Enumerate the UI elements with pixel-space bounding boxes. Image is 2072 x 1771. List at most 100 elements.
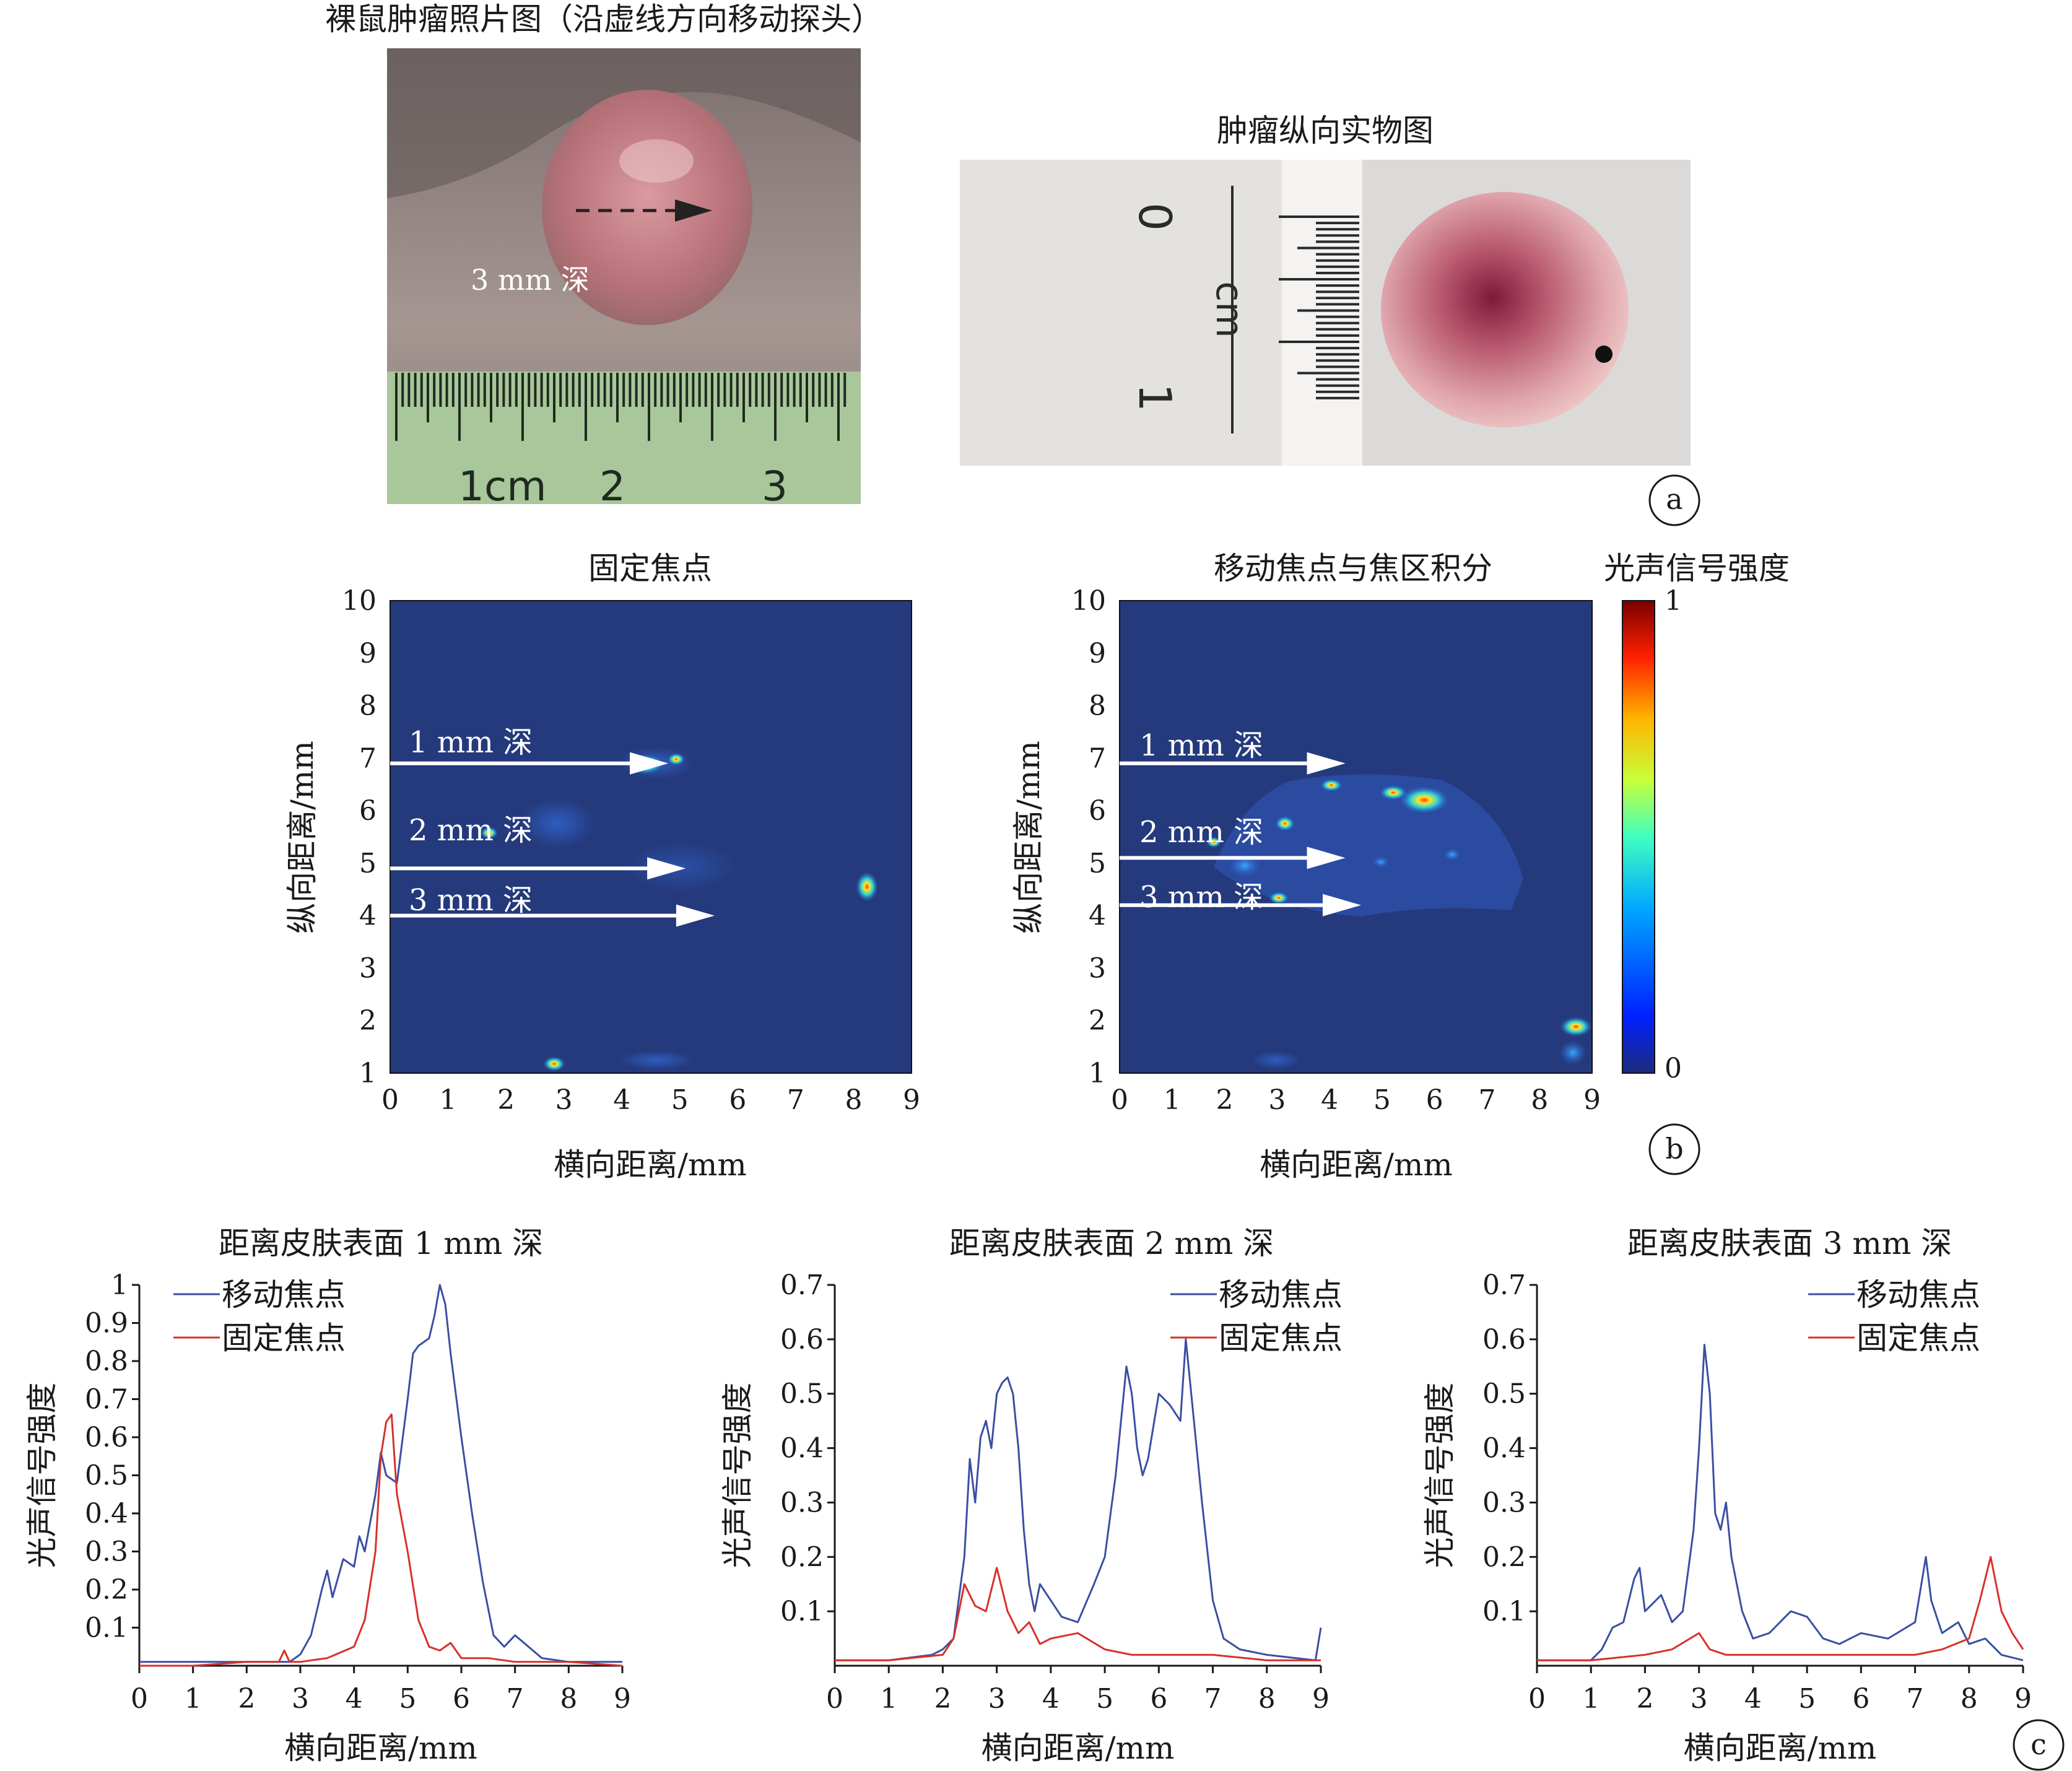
x-tick-label: 8 (1961, 1683, 1978, 1715)
x-tick-label: 4 (1744, 1683, 1762, 1715)
map1-xtick: 3 (555, 1084, 573, 1116)
y-tick-label: 0.6 (85, 1422, 128, 1453)
line-plot-title: 距离皮肤表面 3 mm 深 (1627, 1225, 1952, 1261)
y-tick-label: 0.2 (1482, 1541, 1526, 1573)
panel-c-label: c (2031, 1728, 2047, 1761)
moving-focus-map: 移动焦点与焦区积分 1 mm 深 2 mm 深 3 mm 深 (1011, 550, 1601, 1183)
y-tick-label: 0.4 (780, 1433, 824, 1464)
map2-arrow-head (1307, 752, 1346, 775)
x-tick-label: 6 (1852, 1683, 1870, 1715)
x-tick-label: 0 (1528, 1683, 1546, 1715)
photo1-title: 裸鼠肿瘤照片图（沿虚线方向移动探头） (325, 1, 882, 37)
fixed-focus-map: 固定焦点 1 mm 深 2 mm 深 3 mm 深 0 1 2 3 4 5 6 7 8 91234… (284, 550, 920, 1183)
y-tick-label: 0.8 (85, 1346, 128, 1377)
ruler1-label-1cm: 1cm (458, 463, 547, 510)
map2-ytick: 10 (1071, 585, 1106, 617)
legend-label: 移动焦点 (1219, 1277, 1343, 1313)
map2-arrow-head (1322, 894, 1361, 916)
map1-ytick: 1 (359, 1058, 377, 1089)
map1-xtick: 8 (845, 1084, 862, 1116)
y-tick-label: 0.4 (85, 1498, 128, 1530)
map2-ytick: 6 (1089, 795, 1106, 827)
x-tick-label: 9 (2014, 1683, 2032, 1715)
legend-label: 固定焦点 (1219, 1320, 1343, 1356)
map1-title: 固定焦点 (588, 550, 712, 586)
line-plot-xlabel: 横向距离/mm (982, 1730, 1175, 1766)
x-tick-label: 2 (934, 1683, 951, 1715)
x-tick-label: 1 (185, 1683, 202, 1715)
map2-ytick: 9 (1089, 638, 1106, 669)
photo1-depth-label: 3 mm 深 (471, 263, 590, 297)
map2-xtick: 3 (1268, 1084, 1286, 1116)
map1-ytick: 10 (342, 585, 377, 617)
x-tick-label: 5 (1798, 1683, 1816, 1715)
ruler2-label-0: 0 (1129, 202, 1181, 231)
line-plot-xlabel: 横向距离/mm (1684, 1730, 1877, 1766)
x-tick-label: 0 (826, 1683, 843, 1715)
map2-ytick: 7 (1089, 742, 1106, 774)
y-tick-label: 0.6 (780, 1324, 824, 1355)
map1-ytick: 8 (359, 690, 377, 722)
ruler2-label-1: 1 (1129, 383, 1181, 412)
map1-ytick: 6 (359, 795, 377, 827)
map2-xlabel: 横向距离/mm (1260, 1147, 1453, 1183)
map1-background (390, 601, 912, 1073)
legend-label: 固定焦点 (1857, 1320, 1980, 1356)
line-plot-2: 距离皮肤表面 2 mm 深 0 1 2 3 4 5 6 7 8 9 0.1 0.2 0.3 0.4 0.5 0.… (720, 1225, 1343, 1766)
map1-xtick: 2 (497, 1084, 515, 1116)
map2-ytick: 8 (1089, 690, 1106, 722)
y-tick-label: 0.4 (1482, 1433, 1526, 1464)
map2-xtick: 2 (1216, 1084, 1234, 1116)
map2-xtick: 8 (1531, 1084, 1548, 1116)
map2-xtick: 1 (1164, 1084, 1181, 1116)
x-tick-label: 7 (507, 1683, 524, 1715)
x-tick-label: 5 (399, 1683, 416, 1715)
map1-ytick: 4 (359, 900, 377, 932)
x-tick-label: 3 (988, 1683, 1006, 1715)
y-tick-label: 0.1 (85, 1612, 128, 1644)
photo2-title: 肿瘤纵向实物图 (1217, 113, 1434, 149)
map1-ytick: 9 (359, 638, 377, 669)
x-tick-label: 4 (1042, 1683, 1060, 1715)
line-plot-ylabel: 光声信号强度 (1422, 1383, 1458, 1569)
map2-title: 移动焦点与焦区积分 (1214, 550, 1492, 586)
x-tick-label: 1 (880, 1683, 897, 1715)
line-plot-title: 距离皮肤表面 1 mm 深 (219, 1225, 543, 1261)
x-tick-label: 4 (346, 1683, 363, 1715)
x-tick-label: 9 (1312, 1683, 1330, 1715)
ruler2-label-cm: cm (1208, 281, 1251, 337)
map2-ytick: 2 (1089, 1005, 1106, 1037)
x-tick-label: 6 (1150, 1683, 1167, 1715)
legend-label: 移动焦点 (222, 1277, 346, 1313)
map2-ytick: 5 (1089, 848, 1106, 879)
map1-arrow-label-2mm: 2 mm 深 (409, 813, 533, 848)
panel-a: 裸鼠肿瘤照片图（沿虚线方向移动探头） 3 mm 深 1cm 2 3 肿瘤纵向实物… (325, 1, 1700, 526)
x-tick-label: 7 (1907, 1683, 1924, 1715)
legend-label: 固定焦点 (222, 1320, 346, 1356)
panel-b: 固定焦点 1 mm 深 2 mm 深 3 mm 深 0 1 2 3 4 5 6 7 8 91234… (284, 550, 1790, 1183)
x-tick-label: 3 (1691, 1683, 1708, 1715)
map2-arrow-label-1mm: 1 mm 深 (1139, 728, 1263, 763)
line-plot-ylabel: 光声信号强度 (24, 1383, 60, 1569)
panel-a-label: a (1666, 482, 1682, 516)
line-plots: 距离皮肤表面 1 mm 深 0 1 2 3 4 5 6 7 8 9 0.1 0.2 0.3 0.4 0.5 0.… (24, 1225, 2032, 1766)
x-tick-label: 8 (560, 1683, 577, 1715)
map1-depth-arrows (390, 752, 715, 927)
panel-c-badge (2013, 1719, 2065, 1771)
map1-ytick: 7 (359, 742, 377, 774)
x-tick-label: 5 (1096, 1683, 1113, 1715)
panel-b-label: b (1665, 1132, 1683, 1165)
x-tick-label: 9 (614, 1683, 631, 1715)
map2-xtick: 7 (1478, 1084, 1495, 1116)
y-tick-label: 0.2 (780, 1541, 824, 1573)
line-plot-3: 距离皮肤表面 3 mm 深 0 1 2 3 4 5 6 7 8 9 0.1 0.2 0.3 0.4 0.5 0.… (1422, 1225, 2032, 1766)
line-plot-ylabel: 光声信号强度 (720, 1383, 755, 1569)
map2-arrow-label-3mm: 3 mm 深 (1139, 880, 1263, 915)
y-tick-label: 1 (111, 1269, 128, 1301)
ruler1-ticks (395, 373, 847, 441)
x-tick-label: 7 (1204, 1683, 1222, 1715)
map2-depth-arrows (1120, 752, 1361, 916)
